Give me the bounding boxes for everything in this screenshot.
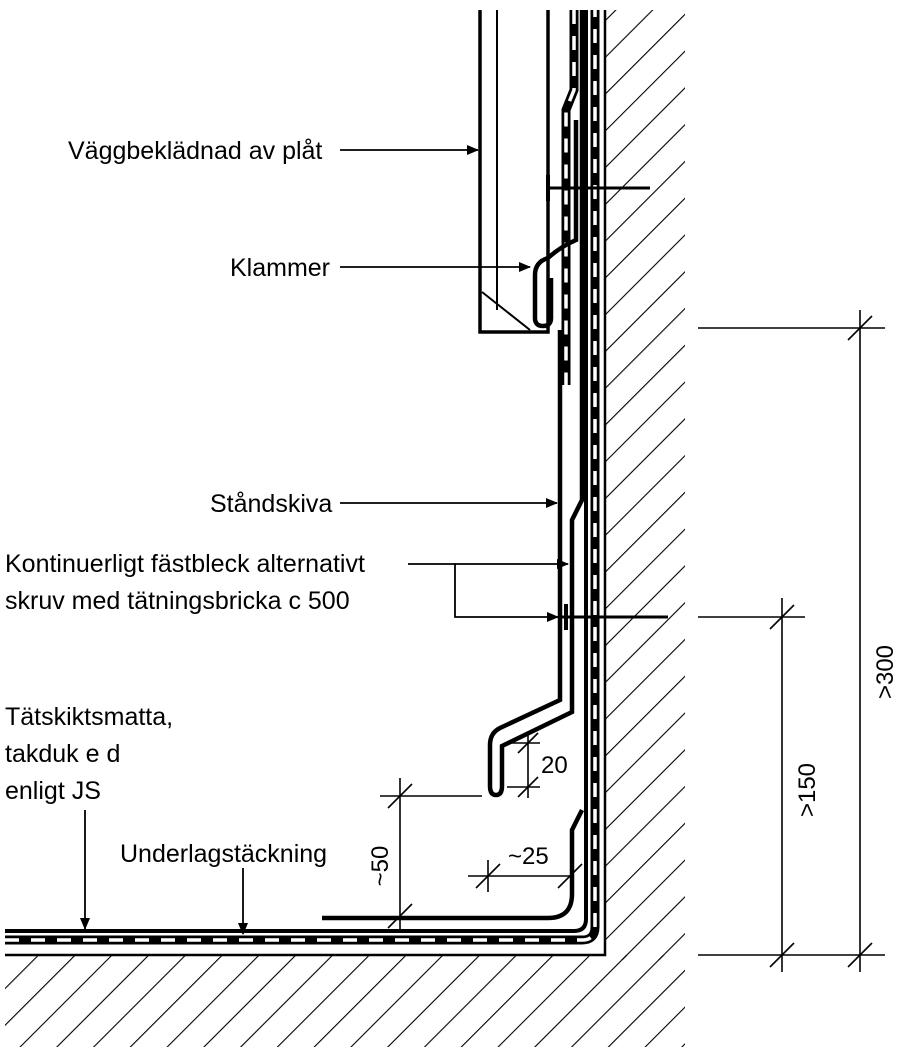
base-flashing [322, 808, 585, 921]
label-underlay: Underlagstäckning [120, 840, 327, 868]
dimension-25 [468, 860, 583, 892]
dim-text-20: 20 [541, 752, 568, 779]
dimension-50 [380, 778, 482, 930]
upstand-sheet [487, 10, 585, 798]
label-upstand: Ståndskiva [210, 490, 332, 518]
cladding-diagonal [481, 291, 531, 331]
dim-text-150: >150 [794, 763, 821, 817]
label-membrane-line3: enligt JS [5, 777, 101, 805]
leader-fastening [408, 563, 559, 622]
label-fastening-line1: Kontinuerligt fästbleck alternativt [5, 550, 365, 578]
dim-text-50: ~50 [367, 846, 394, 887]
membrane-core [5, 10, 597, 942]
wall-cladding-panel [478, 10, 550, 334]
substrate-edge [5, 10, 607, 957]
dim-text-300: >300 [872, 645, 899, 699]
dimension-20 [507, 732, 540, 798]
clamp [532, 120, 579, 329]
label-membrane-line1: Tätskiktsmatta, [5, 703, 173, 731]
underlay-strip [5, 10, 588, 933]
dimension-150 [698, 598, 805, 972]
label-wall-cladding: Väggbeklädnad av plåt [68, 137, 322, 165]
dim-text-25: ~25 [508, 843, 549, 870]
label-clamp: Klammer [230, 254, 330, 282]
label-membrane-line2: takduk e d [5, 740, 120, 768]
dimension-300 [698, 310, 885, 972]
wall-hatch [605, 10, 685, 960]
label-fastening-line2: skruv med tätningsbricka c 500 [5, 587, 350, 615]
deck-hatch [5, 955, 685, 1047]
